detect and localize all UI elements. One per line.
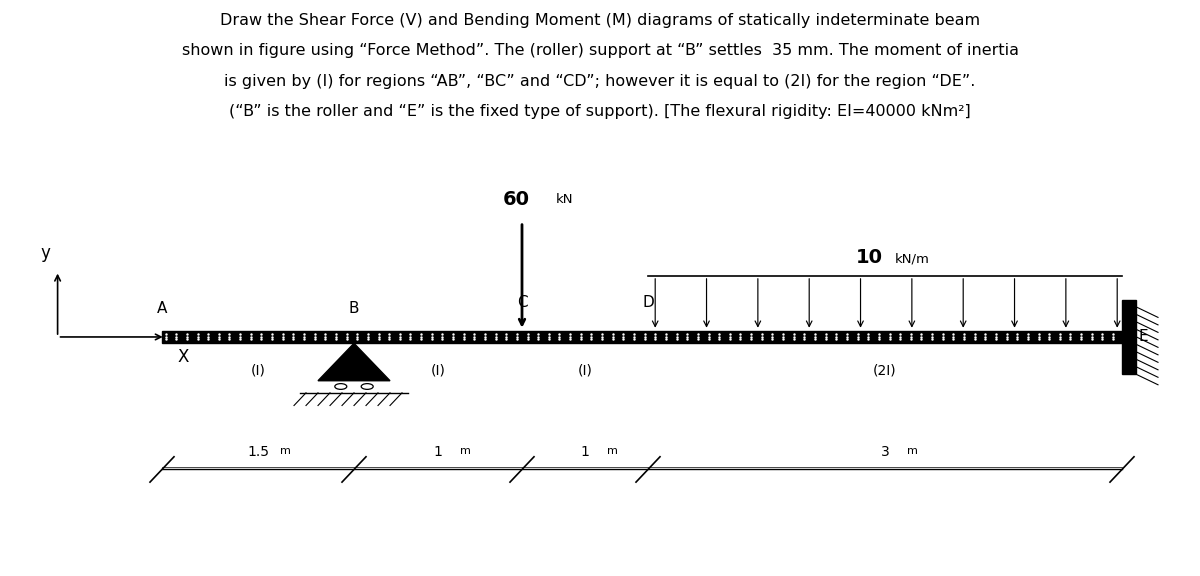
Text: X: X (178, 348, 188, 366)
Circle shape (335, 384, 347, 389)
Circle shape (361, 384, 373, 389)
Text: 3: 3 (881, 445, 889, 459)
Text: m: m (280, 446, 290, 456)
Text: D: D (642, 295, 654, 310)
Text: E: E (1139, 329, 1148, 344)
Text: 1: 1 (433, 445, 443, 459)
Text: A: A (157, 301, 167, 316)
Bar (162, 331, 1122, 343)
Polygon shape (318, 343, 390, 381)
Text: 1: 1 (581, 445, 589, 459)
Text: y: y (41, 244, 50, 262)
Text: kN: kN (556, 192, 574, 206)
Text: m: m (460, 446, 470, 456)
Text: shown in figure using “Force Method”. The (roller) support at “B” settles  35 mm: shown in figure using “Force Method”. Th… (181, 43, 1019, 58)
Text: Draw the Shear Force (V) and Bending Moment (M) diagrams of statically indetermi: Draw the Shear Force (V) and Bending Mom… (220, 13, 980, 28)
Text: (I): (I) (251, 363, 265, 377)
Text: 1.5: 1.5 (247, 445, 269, 459)
Text: B: B (349, 301, 359, 316)
Text: kN/m: kN/m (894, 252, 929, 266)
Text: is given by (I) for regions “AB”, “BC” and “CD”; however it is equal to (2I) for: is given by (I) for regions “AB”, “BC” a… (224, 74, 976, 89)
Text: (I): (I) (431, 363, 445, 377)
Text: (“B” is the roller and “E” is the fixed type of support). [The flexural rigidity: (“B” is the roller and “E” is the fixed … (229, 104, 971, 119)
Text: 60: 60 (503, 190, 529, 209)
Text: (I): (I) (577, 363, 593, 377)
Text: m: m (607, 446, 618, 456)
Text: C: C (517, 295, 527, 310)
Bar (1122, 300, 1136, 374)
Text: (2I): (2I) (874, 363, 896, 377)
Text: 10: 10 (856, 248, 882, 267)
Text: m: m (907, 446, 918, 456)
